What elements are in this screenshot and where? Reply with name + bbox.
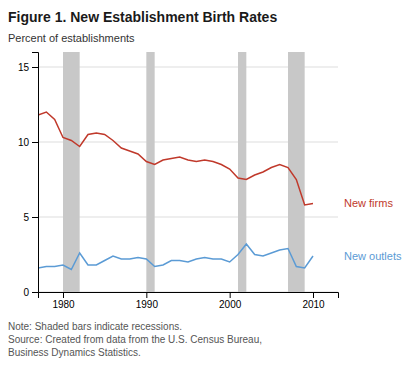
- y-tick-label: 10: [18, 137, 30, 148]
- x-axis: 1980 1990 2000 2010: [39, 292, 339, 310]
- note-line: Note: Shaded bars indicate recessions.: [8, 321, 182, 332]
- y-tick: 15: [18, 62, 38, 73]
- recession-bars: [63, 52, 305, 292]
- note-line: Source: Created from data from the U.S. …: [8, 334, 262, 345]
- y-axis-line: [32, 53, 39, 293]
- y-tick: 0: [23, 287, 38, 298]
- x-tick-mark: [313, 292, 314, 298]
- y-tick-label: 5: [23, 212, 29, 223]
- y-axis-title: Percent of establishments: [8, 32, 135, 44]
- x-tick-label: 1980: [52, 299, 75, 310]
- y-tick-mark: [32, 292, 38, 293]
- y-tick-mark: [32, 142, 38, 143]
- x-tick: 2000: [219, 292, 242, 310]
- x-tick-mark: [230, 292, 231, 298]
- y-tick-mark: [32, 217, 38, 218]
- series-line: [38, 112, 313, 205]
- note-line: Business Dynamics Statistics.: [8, 347, 141, 358]
- recession-bar: [63, 52, 80, 292]
- recession-bar: [146, 52, 154, 292]
- x-tick-mark: [63, 292, 64, 298]
- y-tick-mark: [32, 67, 38, 68]
- series-line: [38, 244, 313, 270]
- plot: New firms New outlets 1980 1990 2000 2010 0 5 10…: [18, 52, 402, 310]
- x-axis-line: [39, 293, 339, 299]
- x-tick-label: 2000: [219, 299, 242, 310]
- x-tick: 2010: [302, 292, 325, 310]
- x-tick-mark: [146, 292, 147, 298]
- y-axis: 0 5 10 15: [18, 53, 39, 298]
- chart: New firms New outlets 1980 1990 2000 2010 0 5 10…: [0, 0, 420, 370]
- x-tick-label: 2010: [302, 299, 325, 310]
- y-tick-label: 15: [18, 62, 30, 73]
- y-tick: 10: [18, 137, 38, 148]
- y-tick: 5: [23, 212, 38, 223]
- y-tick-label: 0: [23, 287, 29, 298]
- data-area: [38, 52, 313, 292]
- x-tick-label: 1990: [136, 299, 159, 310]
- series-label: New outlets: [344, 250, 402, 262]
- recession-bar: [238, 52, 246, 292]
- note: Note: Shaded bars indicate recessions. So…: [8, 321, 262, 358]
- x-tick: 1980: [52, 292, 75, 310]
- title: Figure 1. New Establishment Birth Rates: [8, 9, 277, 25]
- x-tick: 1990: [136, 292, 159, 310]
- series-label: New firms: [344, 197, 393, 209]
